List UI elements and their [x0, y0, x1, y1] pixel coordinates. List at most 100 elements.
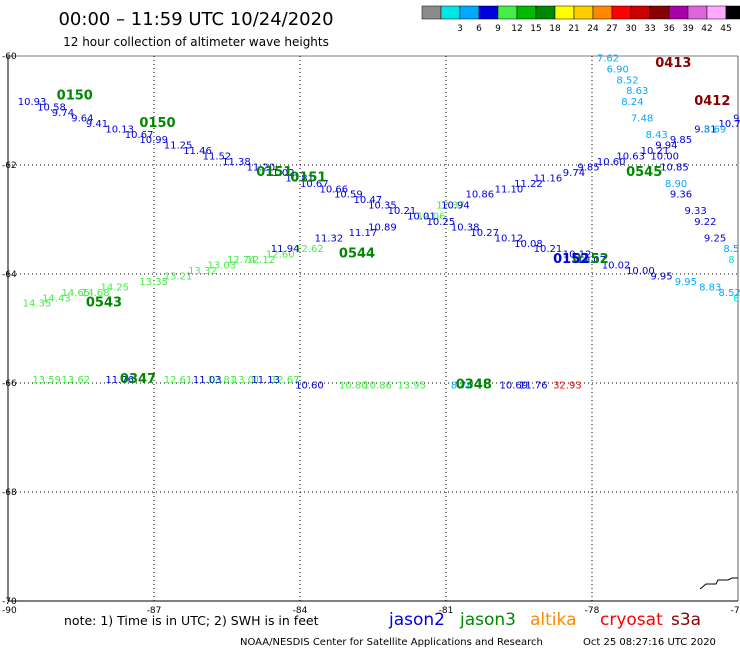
latitude-tick-label: -66: [2, 379, 17, 389]
wave-height-value: 10.85: [660, 162, 689, 173]
wave-height-value: 10.63: [616, 152, 645, 163]
wave-height-value: 9.85: [670, 135, 692, 146]
wave-height-value: 9.95: [650, 271, 672, 282]
latitude-tick-label: -70: [2, 597, 17, 607]
wave-height-value: 11.16: [534, 173, 563, 184]
wave-height-value: 10.21: [641, 146, 670, 157]
color-scale-legend: 36912151821242730333639424570(ft): [421, 5, 740, 34]
wave-height-value: 12.62: [295, 244, 324, 255]
wave-height-value: 10.99: [139, 135, 168, 146]
colorbar-label: 27: [606, 24, 617, 34]
wave-height-value: 8.90: [665, 179, 687, 190]
wave-height-value: 6.90: [607, 64, 629, 75]
pass-time-label: 0543: [86, 296, 122, 311]
wave-height-value: 9.36: [670, 190, 692, 201]
colorbar-label: 21: [568, 24, 579, 34]
colorbar-label: 42: [701, 24, 712, 34]
mission-legend: jason2 jason3 altika cryosat s3a: [388, 610, 701, 630]
wave-height-value: 10.00: [650, 152, 679, 163]
wave-height-value: 12.06: [417, 212, 446, 223]
pass-time-label: 0152: [573, 252, 609, 267]
mission-legend-item: cryosat: [600, 610, 663, 630]
wave-height-value: 11.03: [193, 375, 222, 386]
wave-height-value: 11.13: [251, 375, 280, 386]
wave-height-value: 8.76: [451, 380, 473, 391]
colorbar-label: 18: [549, 24, 561, 34]
colorbar-swatch: [649, 5, 670, 20]
mission-legend-item: jason2: [388, 610, 445, 630]
colorbar-label: 45: [720, 24, 731, 34]
wave-height-value: 11.76: [105, 375, 134, 386]
wave-height-value: 8.45: [733, 293, 740, 304]
colorbar-label: 15: [530, 24, 541, 34]
wave-height-value: 10.81: [285, 173, 314, 184]
pass-time-label: 0152: [553, 252, 589, 267]
wave-height-value: 10.67: [125, 130, 154, 141]
wave-height-value: 11.52: [203, 152, 232, 163]
wave-height-value: 9.31: [694, 124, 716, 135]
wave-height-value: 8.56: [723, 244, 740, 255]
corner-tick-label: -90: [2, 606, 17, 616]
wave-height-value: 9.94: [655, 141, 677, 152]
wave-height-value: 10.59: [334, 190, 363, 201]
wave-height-value: 11.17: [349, 228, 378, 239]
wave-height-value: 12.12: [246, 255, 275, 266]
axis-tick-labels: -87 -84 -81 -78 -75 -60 -62 -64 -66 -68 -70-90: [2, 52, 740, 616]
wave-height-value: 13.32: [188, 266, 217, 277]
wave-height-value: 8.63: [626, 86, 648, 97]
longitude-tick-label: -84: [293, 606, 308, 616]
wave-height-value: 12.67: [271, 375, 300, 386]
wave-height-value: 10.60: [597, 157, 626, 168]
wave-height-value: 12.61: [164, 375, 193, 386]
pass-time-label: 0544: [339, 247, 375, 262]
wave-height-value: 7.62: [597, 53, 619, 64]
pass-time-label: 0413: [655, 56, 691, 71]
wave-height-value: 10.27: [470, 228, 499, 239]
wave-height-value: 10.86: [465, 190, 494, 201]
latitude-tick-label: -62: [2, 161, 17, 171]
wave-height-value: 11.22: [514, 179, 543, 190]
wave-height-value: 11.20: [246, 162, 275, 173]
wave-height-value: 12.37: [436, 201, 465, 212]
wave-height-value: 14.65: [62, 288, 91, 299]
wave-height-value: 10.01: [407, 212, 436, 223]
pass-time-label: 0348: [456, 377, 492, 392]
credit-line: NOAA/NESDIS Center for Satellite Applica…: [240, 637, 543, 648]
colorbar-label: 12: [511, 24, 522, 34]
colorbar-label: 39: [682, 24, 694, 34]
colorbar-swatch: [554, 5, 575, 20]
colorbar-swatch: [725, 5, 740, 20]
wave-height-value: 10.12: [563, 250, 592, 261]
longitude-tick-label: -81: [439, 606, 454, 616]
wave-height-value: 10.00: [626, 266, 655, 277]
wave-height-value: 7.48: [631, 113, 653, 124]
wave-height-value: 8.43: [646, 130, 668, 141]
wave-height-value: 9.95: [675, 277, 697, 288]
colorbar-swatch: [573, 5, 594, 20]
pass-time-label: 0412: [694, 94, 730, 109]
lat-lon-grid: [8, 56, 738, 601]
wave-height-value: 10.38: [451, 222, 480, 233]
wave-height-value: 13.62: [62, 375, 91, 386]
wave-height-value: 13.95: [397, 380, 426, 391]
wave-height-value: 32.93: [553, 380, 582, 391]
wave-height-value: 13.59: [32, 375, 61, 386]
wave-height-value: 10.21: [534, 244, 563, 255]
wave-height-value: 11.38: [222, 157, 251, 168]
wave-height-value: 9.41: [86, 119, 108, 130]
latitude-tick-label: -64: [2, 270, 17, 280]
colorbar-swatch: [706, 5, 727, 20]
pass-time-label: 0151: [290, 170, 326, 185]
colorbar-swatch: [687, 5, 708, 20]
wave-height-value: 11.25: [164, 141, 193, 152]
wave-height-value: 10.58: [37, 103, 66, 114]
longitude-tick-label: -87: [147, 606, 162, 616]
footer-note: note: 1) Time is in UTC; 2) SWH is in fe…: [64, 613, 319, 628]
wave-height-value: 10.89: [368, 222, 397, 233]
mission-legend-item: altika: [530, 610, 577, 630]
latitude-tick-label: -60: [2, 52, 17, 62]
wave-height-value: 10.25: [427, 217, 456, 228]
wave-height-value: 9.74: [52, 108, 74, 119]
colorbar-label: 24: [587, 24, 599, 34]
